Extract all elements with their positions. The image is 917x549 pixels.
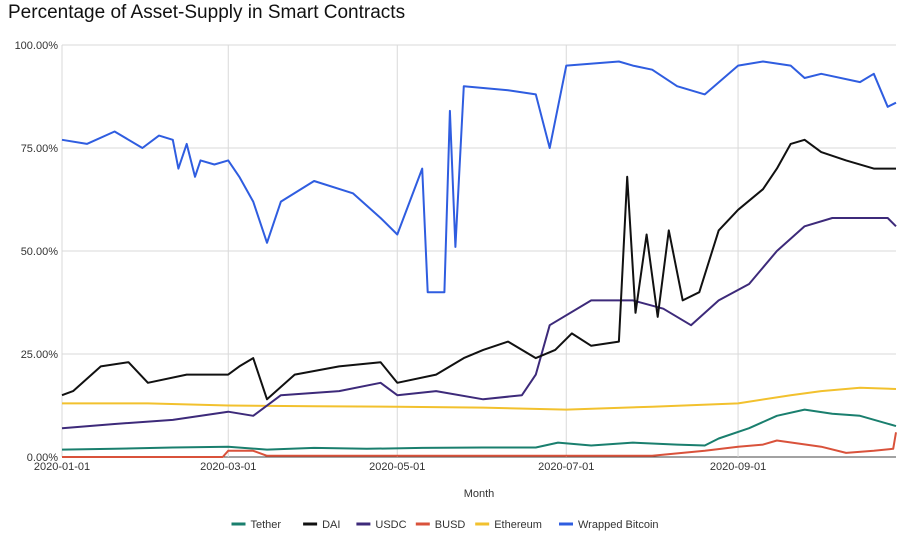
legend-label-ethereum: Ethereum [494, 519, 542, 531]
y-tick-label: 100.00% [15, 40, 59, 52]
legend-label-dai: DAI [322, 519, 340, 531]
y-tick-label: 0.00% [27, 452, 58, 464]
y-tick-label: 75.00% [21, 143, 59, 155]
chart-title: Percentage of Asset-Supply in Smart Cont… [8, 2, 406, 23]
x-axis-label: Month [464, 488, 495, 500]
series-line-tether [61, 408, 897, 451]
x-tick-label: 2020-09-01 [710, 461, 766, 473]
x-tick-label: 2020-01-01 [34, 461, 90, 473]
legend-label-tether: Tether [251, 519, 282, 531]
y-tick-label: 25.00% [21, 349, 59, 361]
legend-label-wrapped-bitcoin: Wrapped Bitcoin [578, 519, 659, 531]
series-line-ethereum [62, 386, 897, 411]
y-tick-label: 50.00% [21, 246, 59, 258]
series-line-dai [61, 138, 896, 401]
series-line-busd [62, 432, 897, 458]
legend-label-usdc: USDC [375, 519, 406, 531]
series-line-usdc [61, 217, 897, 430]
x-tick-label: 2020-05-01 [369, 461, 425, 473]
series-line-wrapped-bitcoin [61, 60, 897, 294]
x-tick-label: 2020-03-01 [200, 461, 256, 473]
x-tick-label: 2020-07-01 [538, 461, 594, 473]
legend-label-busd: BUSD [435, 519, 466, 531]
